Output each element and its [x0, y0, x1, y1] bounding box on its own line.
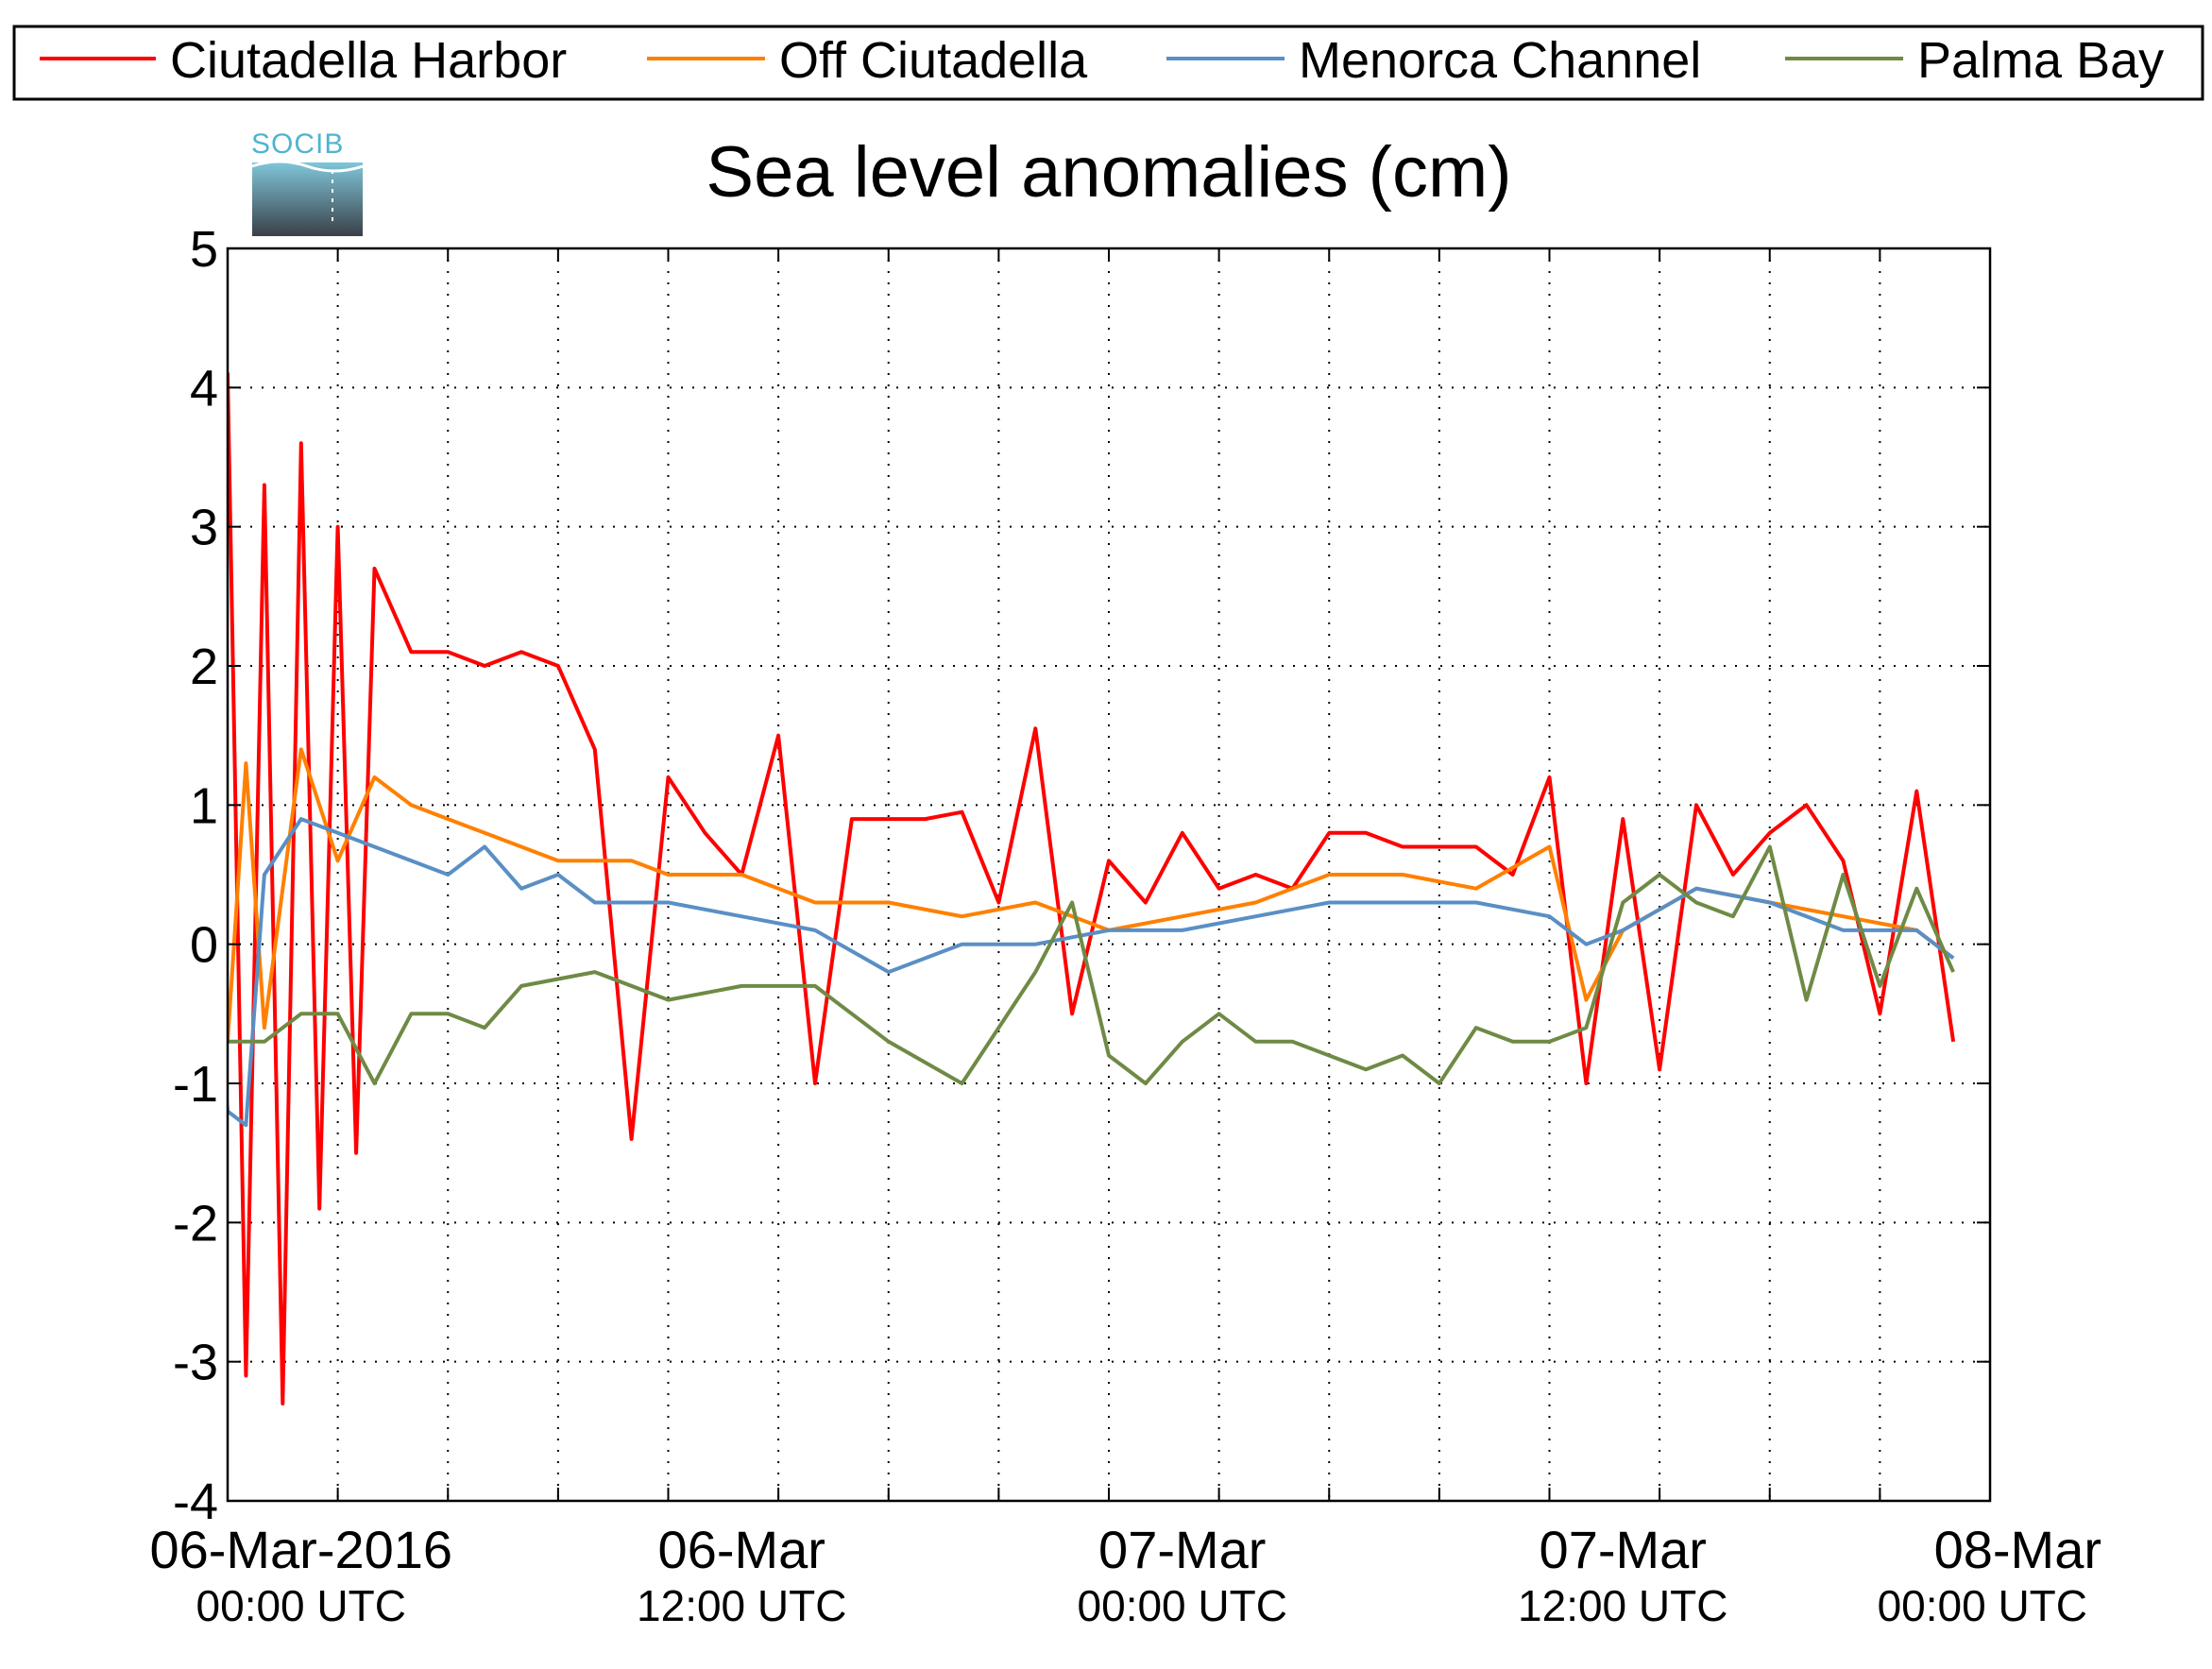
- y-tick-label: 2: [190, 639, 218, 695]
- x-tick-time-label: 12:00 UTC: [637, 1581, 846, 1630]
- y-axis: 5 4 3 2 1 0 -1 -2 -3 -4: [173, 221, 218, 1530]
- legend-item-menorca-channel[interactable]: Menorca Channel: [1166, 32, 1701, 89]
- series-line-menorca-channel: [228, 817, 1955, 1128]
- y-tick-label: -1: [173, 1056, 218, 1113]
- y-tick-label: 3: [190, 500, 218, 556]
- axis-ticks: [227, 247, 1991, 1502]
- x-tick-date-label: 06-Mar-2016: [149, 1520, 452, 1579]
- x-tick-time-label: 12:00 UTC: [1518, 1581, 1727, 1630]
- y-tick-label: -2: [173, 1195, 218, 1252]
- legend: Ciutadella Harbor Off Ciutadella Menorca…: [12, 25, 2204, 101]
- x-tick-time-label: 00:00 UTC: [196, 1581, 406, 1630]
- x-tick-date-label: 07-Mar: [1098, 1520, 1266, 1579]
- y-tick-label: 1: [190, 777, 218, 834]
- grid: [228, 248, 1990, 1501]
- legend-label-menorca-channel: Menorca Channel: [1299, 32, 1701, 89]
- legend-label-off-ciutadella: Off Ciutadella: [779, 32, 1088, 89]
- legend-item-palma-bay[interactable]: Palma Bay: [1785, 32, 2164, 89]
- y-tick-label: -4: [173, 1473, 218, 1530]
- plot-area: [226, 247, 1992, 1503]
- x-tick-date-label: 06-Mar: [658, 1520, 825, 1579]
- x-tick-date-label: 08-Mar: [1934, 1520, 2101, 1579]
- series-line-off-ciutadella: [228, 747, 1955, 1044]
- y-tick-label: 4: [190, 360, 218, 417]
- series-line-palma-bay: [228, 844, 1955, 1085]
- series-layer: [228, 371, 1956, 1405]
- x-tick-time-label: 00:00 UTC: [1878, 1581, 2087, 1630]
- logo-text: SOCIB: [251, 128, 344, 160]
- legend-item-off-ciutadella[interactable]: Off Ciutadella: [647, 32, 1088, 89]
- y-tick-label: 5: [190, 221, 218, 278]
- legend-item-ciutadella-harbor[interactable]: Ciutadella Harbor: [40, 32, 567, 89]
- legend-label-palma-bay: Palma Bay: [1917, 32, 2164, 89]
- socib-logo: SOCIB: [251, 128, 364, 236]
- logo-water-block: [252, 162, 363, 236]
- x-tick-date-label: 07-Mar: [1540, 1520, 1707, 1579]
- y-tick-label: 0: [190, 917, 218, 974]
- x-tick-time-label: 00:00 UTC: [1078, 1581, 1287, 1630]
- chart-title: Sea level anomalies (cm): [706, 132, 1511, 213]
- series-line-ciutadella-harbor: [228, 371, 1956, 1405]
- logo-wave: [251, 160, 364, 173]
- y-tick-label: -3: [173, 1335, 218, 1391]
- legend-label-ciutadella-harbor: Ciutadella Harbor: [170, 32, 567, 89]
